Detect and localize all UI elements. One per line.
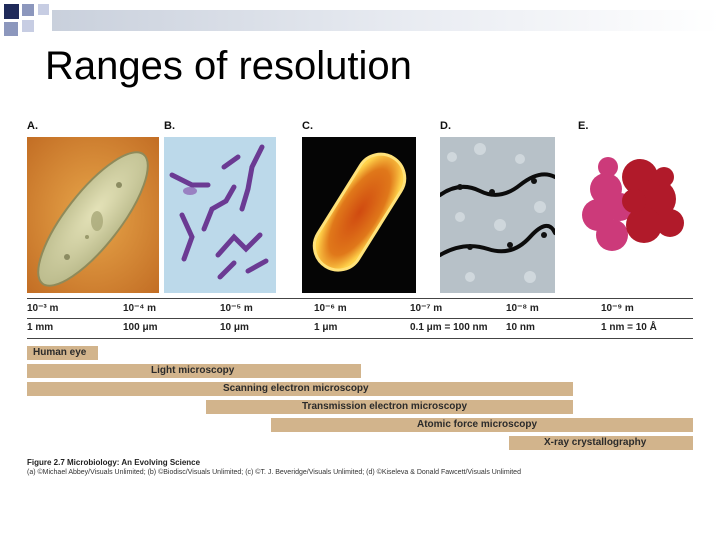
header-band [52, 10, 720, 31]
dna-strands-micrograph [440, 137, 555, 293]
scale-meter-label: 10⁻⁷ m [410, 303, 443, 314]
scale-unit-label: 1 mm [27, 322, 54, 333]
scale-unit-label: 10 nm [506, 322, 535, 333]
rod-bacterium-micrograph [302, 137, 416, 293]
decorative-square [22, 20, 34, 32]
range-bar-xray-crystallography: X-ray crystallography [509, 436, 693, 450]
scale-unit-label: 1 nm = 10 Å [601, 322, 657, 333]
panel-label-e: E. [578, 120, 589, 132]
decorative-square [38, 4, 49, 15]
scale-meter-label: 10⁻⁹ m [601, 303, 634, 314]
decorative-square [4, 22, 18, 36]
panel-label-b: B. [164, 120, 175, 132]
slide-title: Ranges of resolution [45, 44, 412, 88]
scale-meter-label: 10⁻⁶ m [314, 303, 347, 314]
scale-unit-label: 1 μm [314, 322, 338, 333]
figure-caption-title: Figure 2.7 Microbiology: An Evolving Sci… [27, 458, 201, 467]
decorative-square [4, 4, 19, 19]
scale-unit-label: 100 μm [123, 322, 158, 333]
bacteria-chains-micrograph [164, 137, 276, 293]
range-label: Scanning electron microscopy [223, 383, 369, 394]
range-bar-atomic-force: Atomic force microscopy [271, 418, 693, 432]
scale-meter-label: 10⁻³ m [27, 303, 59, 314]
range-label: X-ray crystallography [544, 437, 647, 448]
panel-label-d: D. [440, 120, 451, 132]
decorative-square [22, 4, 34, 16]
figure-caption-credits: (a) ©Michael Abbey/Visuals Unlimited; (b… [27, 469, 521, 476]
range-label: Light microscopy [151, 365, 235, 376]
scale-meter-label: 10⁻⁴ m [123, 303, 157, 314]
scale-unit-label: 10 μm [220, 322, 249, 333]
range-bar-light-microscopy: Light microscopy [27, 364, 361, 378]
range-label: Atomic force microscopy [417, 419, 538, 430]
paramecium-micrograph [27, 137, 159, 293]
scale-divider-middle [27, 318, 693, 319]
panel-label-c: C. [302, 120, 313, 132]
protein-molecule-model [578, 137, 693, 293]
panel-label-a: A. [27, 120, 38, 132]
scale-divider-top [27, 298, 693, 299]
range-label: Transmission electron microscopy [302, 401, 468, 412]
scale-divider-bottom [27, 338, 693, 339]
scale-unit-label: 0.1 μm = 100 nm [410, 322, 488, 333]
range-label: Human eye [33, 347, 87, 358]
range-bar-scanning-em: Scanning electron microscopy [27, 382, 573, 396]
range-bar-human-eye: Human eye [27, 346, 98, 360]
range-bar-transmission-em: Transmission electron microscopy [206, 400, 573, 414]
scale-meter-label: 10⁻⁸ m [506, 303, 539, 314]
scale-meter-label: 10⁻⁵ m [220, 303, 253, 314]
